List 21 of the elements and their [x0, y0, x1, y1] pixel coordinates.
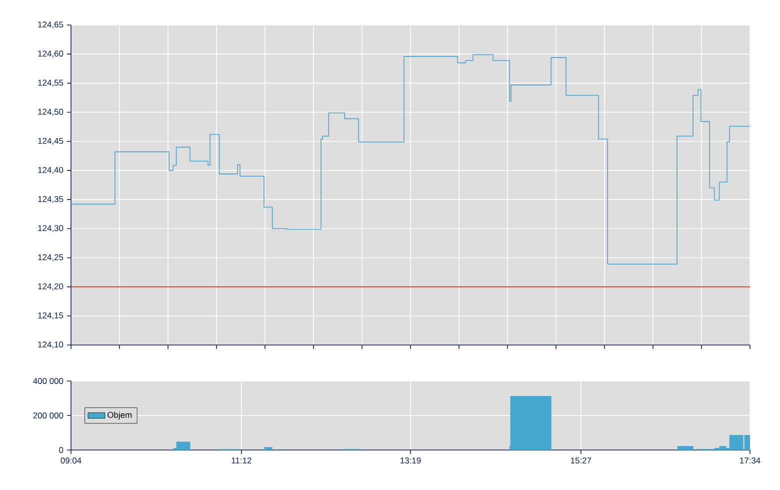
y-tick-label: 0	[59, 447, 64, 453]
x-tick-label: 15:27	[570, 458, 592, 464]
y-tick-label: 124,25	[38, 254, 64, 262]
y-tick-label: 124,45	[38, 138, 64, 145]
x-tick-label: 13:19	[400, 458, 421, 464]
legend-label: Objem	[108, 412, 132, 420]
x-tick-label: 17:34	[740, 458, 760, 464]
y-tick-label: 200 000	[33, 412, 64, 418]
y-tick-label: 124,40	[38, 166, 64, 174]
x-tick-label: 11:12	[232, 458, 252, 464]
x-tick-label: 09:04	[60, 458, 82, 464]
y-tick-label: 400 000	[33, 378, 64, 384]
y-tick-label: 124,35	[38, 196, 64, 204]
y-tick-label: 124,50	[38, 108, 64, 116]
y-tick-label: 124,10	[38, 342, 64, 348]
y-tick-label: 124,20	[38, 283, 64, 290]
y-tick-label: 124,55	[38, 80, 64, 87]
y-tick-label: 124,60	[38, 50, 64, 58]
y-tick-label: 124,65	[38, 22, 64, 28]
y-tick-label: 124,15	[38, 312, 64, 320]
y-tick-label: 124,30	[38, 225, 64, 232]
